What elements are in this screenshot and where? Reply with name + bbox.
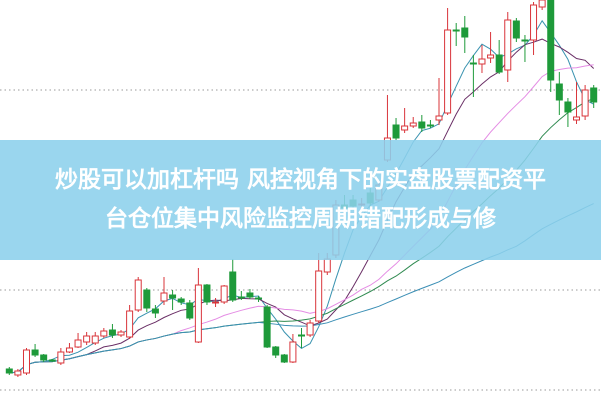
candle-up [435,115,443,121]
candle-up [487,54,495,59]
candle-down [48,359,56,362]
candle-down [392,124,400,139]
candle-down [590,87,598,103]
candle-down [186,302,194,319]
candle-down [108,329,116,336]
candle-up [306,322,314,336]
candle-down [40,354,48,361]
candle-down [426,124,434,127]
candle-down [246,292,254,298]
candle-up [134,279,142,311]
ma10-line [9,38,595,374]
candle-down [237,296,245,299]
candle-up [478,58,486,65]
candle-down [512,20,520,39]
candle-down [143,289,151,309]
candle-up [117,331,125,336]
candle-up [212,301,220,304]
candle-up [401,125,409,131]
candle-down [151,308,159,314]
candle-up [57,351,65,364]
candle-up [22,349,30,374]
candle-down [452,29,460,32]
candle-down [469,62,477,65]
candle-up [581,89,589,117]
candle-up [83,335,91,343]
candle-down [298,334,305,337]
candle-down [418,121,426,129]
candle-up [91,335,99,344]
candle-down [31,349,39,356]
candle-up [538,0,546,8]
candle-down [564,101,572,113]
candle-down [5,368,13,374]
candle-down [547,0,555,81]
candle-down [203,284,211,303]
candle-up [530,4,538,41]
headline-line-1: 炒股可以加杠杆吗 风控视角下的实盘股票配资平 [54,167,546,193]
candle-down [229,271,237,301]
headline-banner: 炒股可以加杠杆吗 风控视角下的实盘股票配资平 台仓位集中风险监控周期错配形成与修 [0,140,601,260]
candle-down [495,54,503,73]
candle-up [194,284,202,343]
candle-up [126,310,134,338]
candle-down [280,354,288,363]
candle-up [323,258,331,273]
candle-down [255,297,263,300]
candle-down [461,27,469,38]
candle-up [220,285,228,303]
candle-up [160,292,168,302]
candle-down [169,294,177,299]
candle-up [14,370,22,376]
candle-up [100,330,108,337]
candle-up [409,122,417,127]
candle-down [272,346,280,356]
candle-up [315,270,323,322]
candle-down [521,39,529,42]
candle-down [555,83,563,101]
candle-up [573,116,581,121]
candle-up [444,29,452,114]
candle-up [65,347,73,353]
candle-up [289,341,297,363]
candle-up [74,339,82,348]
candle-down [263,306,271,348]
candle-up [504,19,512,71]
headline-line-2: 台仓位集中风险监控周期错配形成与修 [105,206,496,232]
candle-down [177,298,185,303]
